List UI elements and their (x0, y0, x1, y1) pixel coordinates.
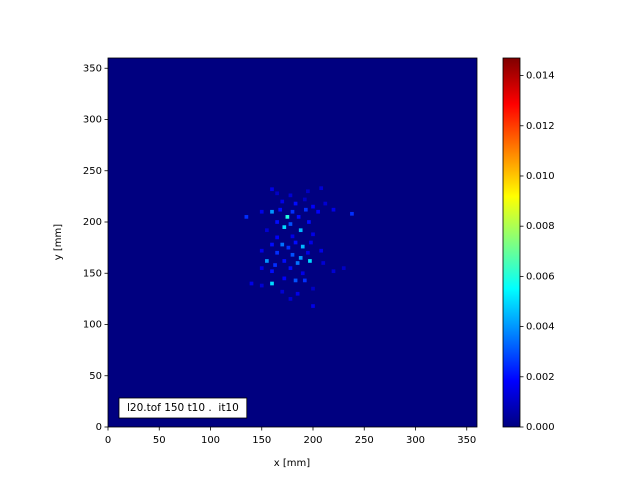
annotation-text: l20.tof 150 t10 . it10 (127, 402, 239, 414)
heatmap-cell (270, 242, 274, 247)
heatmap-cell (307, 220, 311, 224)
heatmap-cell (288, 222, 293, 226)
heatmap-cell (331, 207, 336, 212)
x-tick-label: 150 (252, 435, 271, 446)
heatmap-cell (321, 261, 326, 265)
y-axis-label: y [mm] (53, 224, 64, 260)
heatmap-cell (303, 207, 308, 212)
heatmap-cell (259, 209, 264, 214)
heatmap-cell (280, 242, 285, 247)
heatmap-cell (282, 276, 287, 281)
x-tick-label: 50 (153, 435, 166, 446)
heatmap-cell (331, 269, 336, 274)
colorbar-tick-label: 0.014 (526, 71, 555, 82)
x-tick-label: 0 (105, 435, 111, 446)
y-tick-label: 250 (83, 166, 102, 177)
heatmap-cell (259, 283, 264, 288)
heatmap-cell (298, 228, 303, 233)
heatmap-cell (288, 193, 293, 198)
heatmap-cell (311, 204, 315, 209)
y-tick-label: 150 (83, 268, 102, 279)
heatmap-cell (295, 291, 300, 296)
heatmap-cell (278, 207, 283, 212)
heatmap-cell (302, 278, 307, 283)
y-tick-label: 350 (83, 63, 102, 74)
heatmap-cell (293, 278, 298, 283)
heatmap-cell (288, 266, 293, 270)
heatmap-cell (311, 304, 315, 308)
heatmap-cell (296, 215, 301, 219)
plot-background (108, 58, 477, 427)
annotation-box (118, 397, 248, 419)
x-tick-label: 200 (303, 435, 322, 446)
heatmap-cell (316, 209, 320, 214)
colorbar-tick-label: 0.012 (526, 121, 555, 132)
heatmap-cell (298, 256, 303, 260)
heatmap-cell (285, 215, 290, 219)
colorbar-tick-label: 0.002 (526, 372, 555, 383)
heatmap-cell (319, 248, 324, 253)
annotation: l20.tof 150 t10 . it10 (118, 397, 248, 419)
heatmap-cell (302, 197, 307, 202)
heatmap-cell (270, 209, 274, 214)
y-tick-label: 100 (83, 320, 102, 331)
colorbar-tick-label: 0.008 (526, 221, 555, 232)
heatmap-cell (288, 297, 293, 301)
heatmap-cell (300, 271, 305, 276)
heatmap-cell (311, 286, 315, 291)
heatmap-cell (341, 266, 346, 270)
heatmap-cell (309, 240, 313, 245)
heatmap-cell (265, 228, 269, 233)
heatmap-cell (293, 240, 298, 245)
heatmap-cell (308, 259, 312, 263)
heatmap-cell (280, 289, 285, 294)
heatmap-cell (290, 234, 295, 239)
heatmap-cell (249, 281, 254, 286)
heatmap-cell (300, 244, 305, 249)
heatmap-cell (319, 186, 324, 191)
heatmap-cell (244, 215, 249, 219)
y-tick-label: 200 (83, 217, 102, 228)
y-tick-label: 0 (96, 422, 102, 433)
heatmap-cell (282, 225, 287, 229)
heatmap-cell (323, 201, 328, 206)
heatmap-cell (280, 199, 285, 204)
heatmap-cell (311, 232, 315, 237)
heatmap-cell (290, 252, 295, 257)
colorbar-tick-label: 0.000 (526, 422, 555, 433)
heatmap-cell (306, 189, 310, 194)
heatmap-cell (259, 266, 264, 270)
x-tick-label: 300 (406, 435, 425, 446)
heatmap-cell (286, 245, 291, 250)
x-tick-label: 350 (457, 435, 476, 446)
heatmap-cell (306, 250, 310, 255)
heatmap-cell (350, 211, 354, 216)
heatmap-cell (275, 191, 279, 196)
heatmap-cell (270, 269, 274, 274)
heatmap-cell (282, 259, 287, 263)
y-tick-label: 300 (83, 115, 102, 126)
colorbar-tick-label: 0.010 (526, 171, 555, 182)
plot-frame (107, 57, 478, 428)
heatmap-cell (259, 248, 264, 253)
heatmap-cell (275, 235, 279, 240)
heatmap-cell (273, 263, 277, 267)
heatmap-cell (270, 281, 274, 286)
heatmap-cell (290, 209, 295, 214)
y-tick-label: 50 (89, 371, 102, 382)
x-tick-label: 100 (201, 435, 220, 446)
x-axis-label: x [mm] (274, 458, 310, 469)
colorbar-tick-label: 0.004 (526, 322, 555, 333)
heatmap-cell (275, 220, 279, 224)
heatmap-cell (275, 250, 279, 255)
x-tick-label: 250 (355, 435, 374, 446)
heatmap-cell (293, 201, 298, 206)
colorbar (502, 57, 521, 428)
heatmap-cell (295, 261, 300, 265)
heatmap-cell (265, 259, 269, 263)
heatmap-cell (270, 187, 274, 192)
colorbar-tick-label: 0.006 (526, 271, 555, 282)
